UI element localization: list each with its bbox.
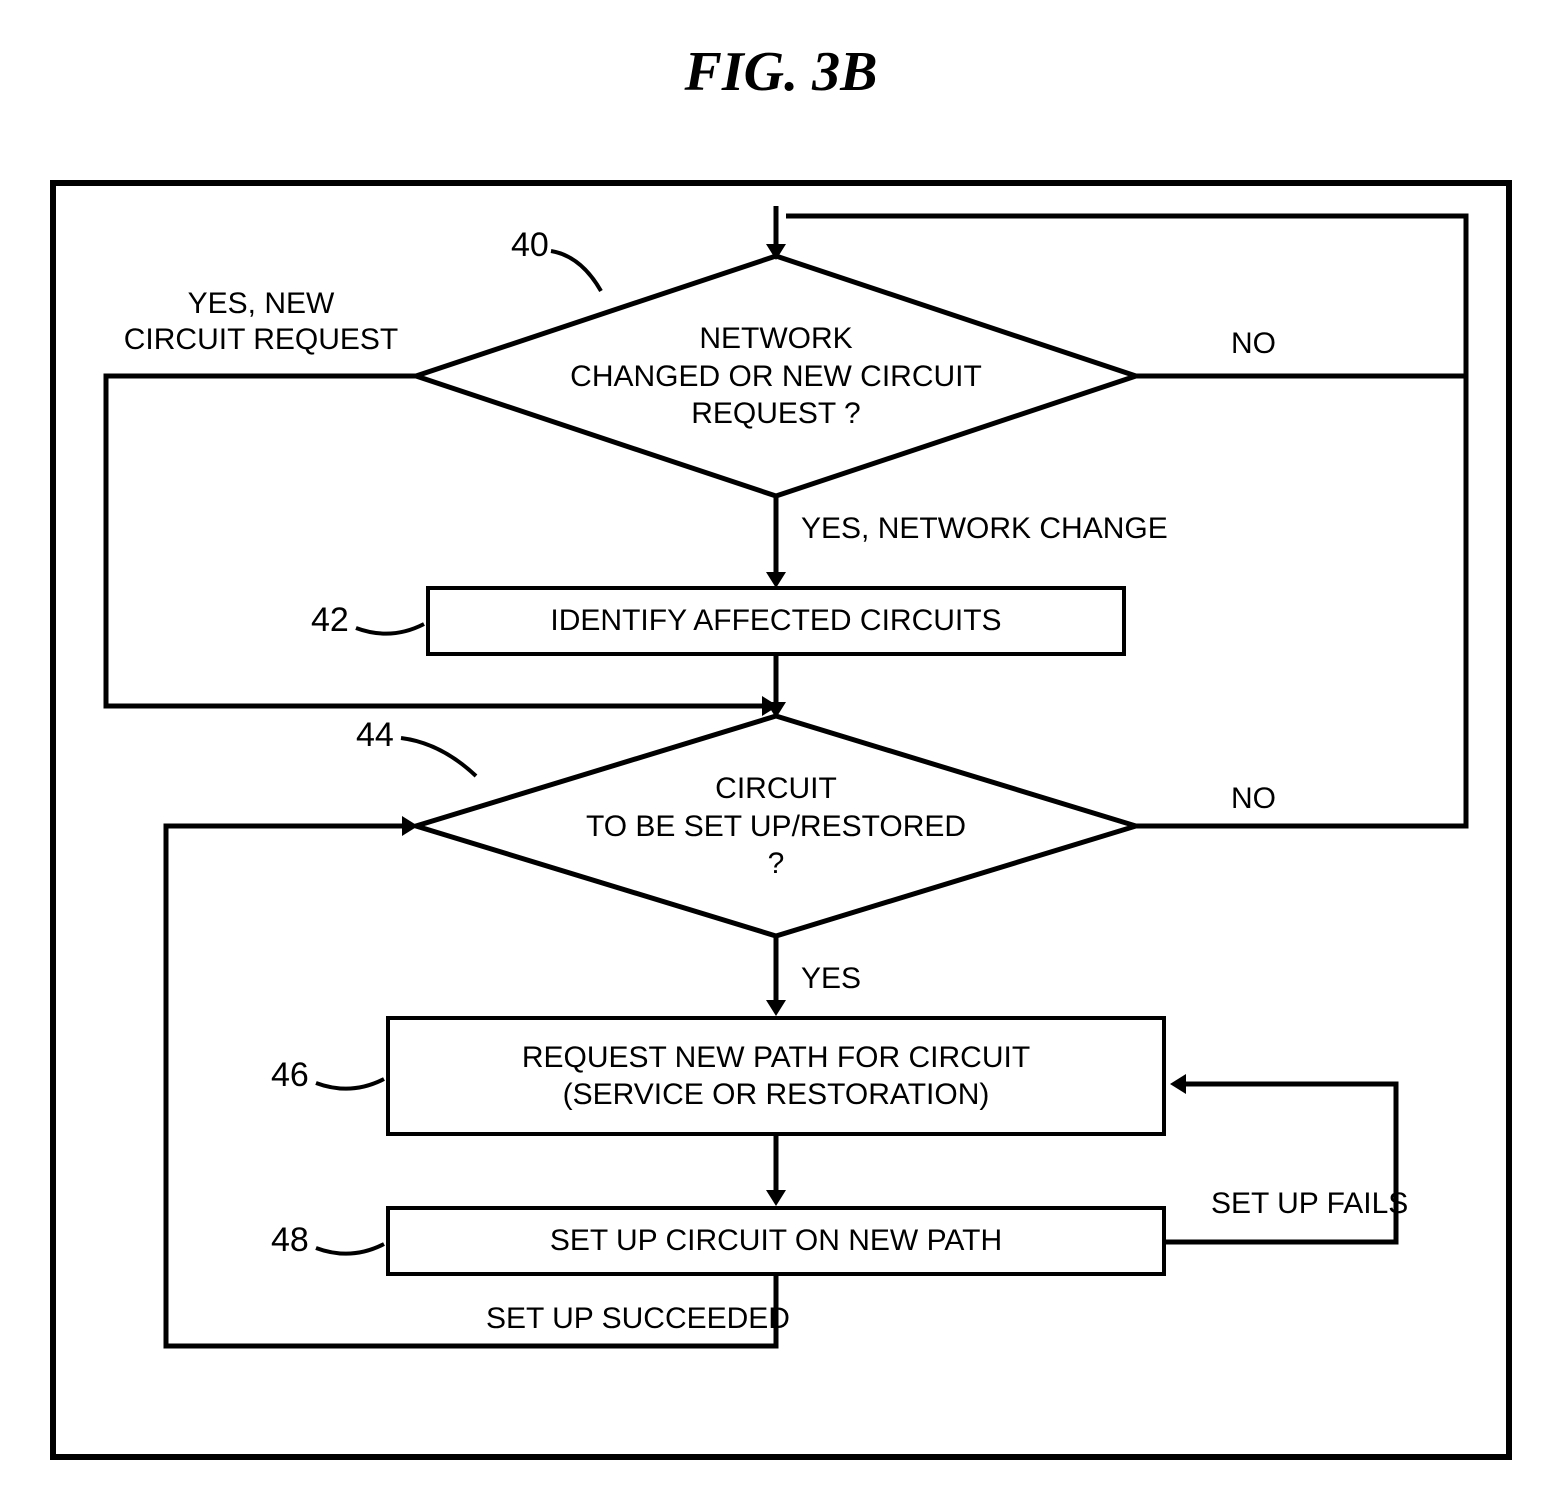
edge-d44-right — [1136, 206, 1476, 836]
ref-44-leader — [401, 738, 481, 783]
label-d40-left: YES, NEWCIRCUIT REQUEST — [116, 286, 406, 358]
edge-d40-down — [766, 496, 786, 596]
edge-d40-left — [96, 366, 426, 716]
edge-r48-succeeded — [156, 816, 786, 1356]
rect-42-text: IDENTIFY AFFECTED CIRCUITS — [550, 602, 1001, 640]
label-d44-down: YES — [801, 961, 861, 997]
rect-42: IDENTIFY AFFECTED CIRCUITS — [426, 586, 1126, 656]
figure-title: FIG. 3B — [685, 40, 878, 104]
label-d40-down: YES, NETWORK CHANGE — [801, 511, 1168, 547]
ref-40-leader — [551, 251, 611, 301]
ref-42: 42 — [311, 601, 349, 640]
ref-42-leader — [356, 616, 426, 646]
edge-r48-fails — [1166, 1074, 1416, 1252]
ref-44: 44 — [356, 716, 394, 755]
flowchart-container: NETWORKCHANGED OR NEW CIRCUITREQUEST ? 4… — [50, 180, 1512, 1460]
ref-40: 40 — [511, 226, 549, 265]
